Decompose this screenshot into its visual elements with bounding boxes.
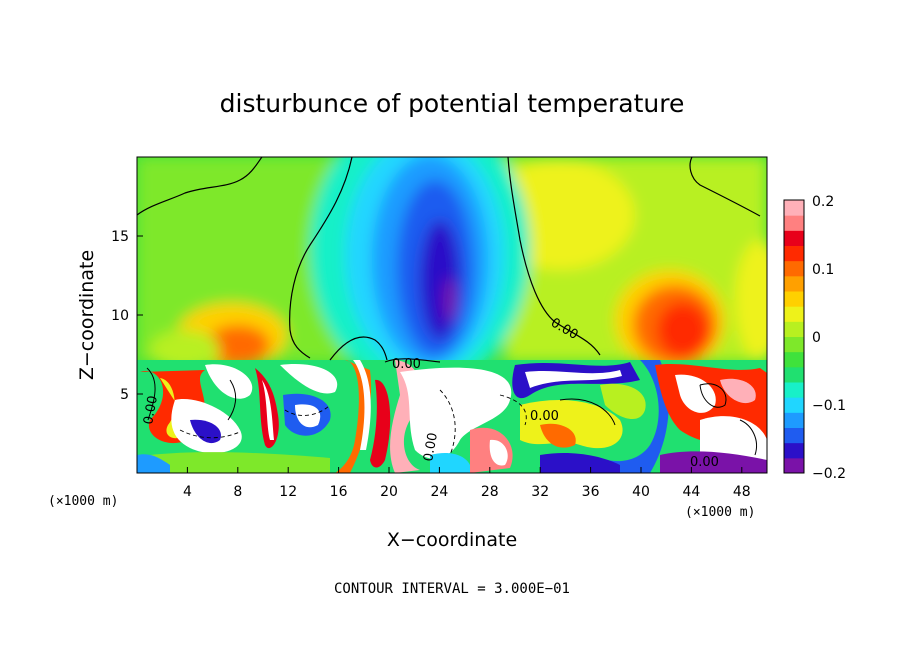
colorbar-swatch <box>784 230 804 246</box>
x-tick-label: 36 <box>582 484 600 500</box>
colorbar-swatch <box>784 260 804 277</box>
colorbar-swatch <box>784 306 804 322</box>
contour-interval-note: CONTOUR INTERVAL = 3.000E−01 <box>334 581 570 597</box>
contour-label: 0.00 <box>141 395 161 426</box>
chart-title: disturbunce of potential temperature <box>220 89 685 118</box>
y-axis: 5 10 15 <box>111 229 143 403</box>
colorbar-swatch <box>784 397 804 413</box>
contour-label: 0.00 <box>690 455 719 470</box>
colorbar-swatch <box>784 321 804 337</box>
x-tick-label: 40 <box>632 484 650 500</box>
colorbar-label-max: 0.2 <box>812 194 834 210</box>
colorbar-label-lower: −0.1 <box>812 398 846 414</box>
colorbar-swatch <box>784 366 804 383</box>
colorbar-swatch <box>784 382 804 398</box>
y-tick-label: 10 <box>111 308 129 324</box>
colorbar-label-zero: 0 <box>812 330 821 346</box>
colorbar-label-min: −0.2 <box>812 466 846 482</box>
colorbar <box>784 200 804 474</box>
x-axis: 4 8 12 16 20 24 28 32 36 40 44 48 <box>183 467 751 500</box>
colorbar-swatch <box>784 457 804 474</box>
colorbar-swatch <box>784 275 804 292</box>
x-tick-label: 48 <box>733 484 751 500</box>
y-tick-label: 15 <box>111 229 129 245</box>
x-tick-label: 44 <box>682 484 700 500</box>
contour-label: 0.00 <box>421 432 441 463</box>
x-tick-label: 8 <box>233 484 242 500</box>
x-tick-label: 28 <box>481 484 499 500</box>
x-tick-label: 32 <box>531 484 549 500</box>
colorbar-swatch <box>784 336 804 353</box>
colorbar-swatch <box>784 200 804 216</box>
colorbar-swatch <box>784 427 804 444</box>
x-unit-left: (×1000 m) <box>48 494 118 509</box>
x-tick-label: 20 <box>380 484 398 500</box>
contour-label: 0.00 <box>392 357 421 372</box>
x-tick-label: 16 <box>330 484 348 500</box>
y-tick-label: 5 <box>120 387 129 403</box>
colorbar-swatch <box>784 412 804 428</box>
colorbar-label-upper: 0.1 <box>812 262 834 278</box>
x-tick-label: 12 <box>279 484 297 500</box>
colorbar-swatch <box>784 291 804 307</box>
colorbar-frame <box>783 199 805 474</box>
contour-label: 0.00 <box>530 409 559 424</box>
x-tick-label: 24 <box>430 484 448 500</box>
x-axis-label: X−coordinate <box>387 529 517 551</box>
colorbar-swatch <box>784 351 804 368</box>
colorbar-swatch <box>784 215 804 231</box>
x-unit-right: (×1000 m) <box>685 505 755 520</box>
colorbar-swatch <box>784 245 804 262</box>
heatmap-field <box>137 157 767 473</box>
y-axis-label: Z−coordinate <box>76 250 98 380</box>
colorbar-swatch <box>784 442 804 459</box>
x-tick-label: 4 <box>183 484 192 500</box>
